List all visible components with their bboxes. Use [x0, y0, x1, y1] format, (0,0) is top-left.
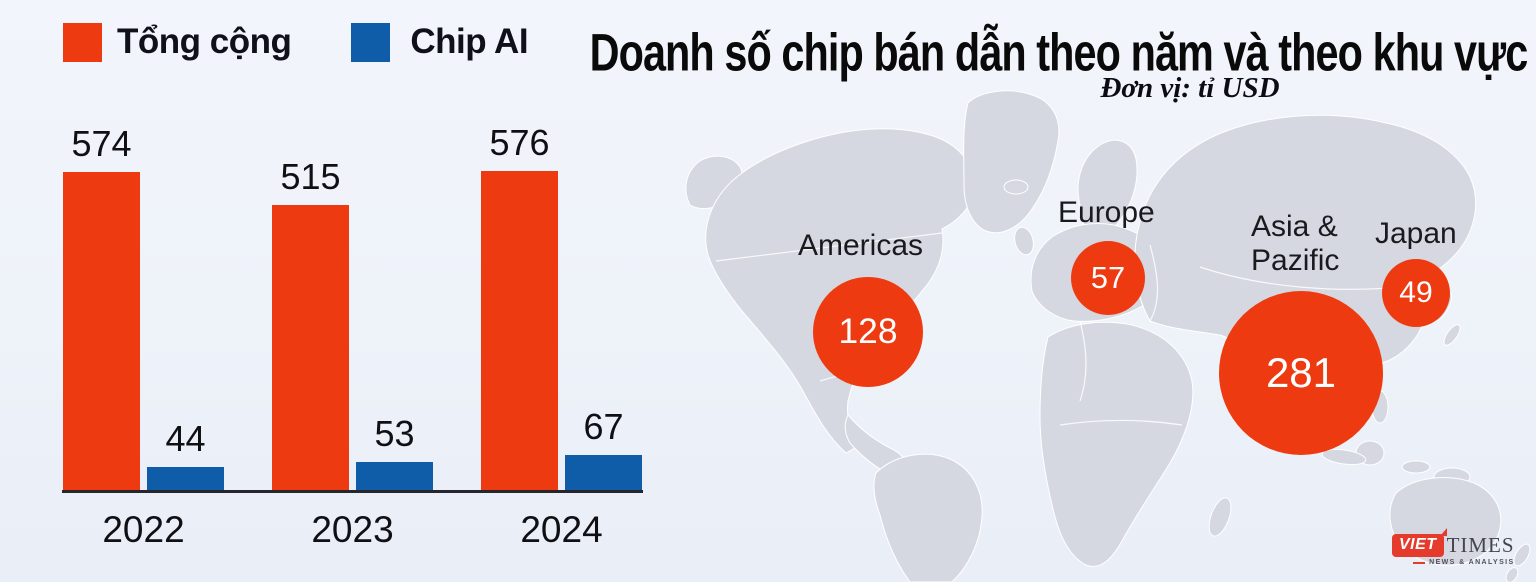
legend: Tổng cộng Chip AI — [63, 22, 529, 62]
chip-ai-value-2023: 53 — [374, 413, 415, 455]
chart-title: Doanh số chip bán dẫn theo năm và theo k… — [589, 22, 1529, 83]
region-label-japan: Japan — [1375, 217, 1457, 250]
region-label-americas: Americas — [798, 229, 924, 262]
total-value-2022: 574 — [71, 123, 132, 164]
logo-viet-badge: VIET — [1392, 528, 1447, 557]
bubble-europe: 57 — [1071, 241, 1145, 315]
chip-ai-value-2022: 44 — [165, 418, 206, 460]
year-label-2022: 2022 — [102, 509, 185, 550]
total-bar-2022 — [63, 172, 140, 492]
legend-swatch-total — [63, 22, 102, 62]
legend-label-total: Tổng cộng — [117, 22, 292, 61]
bar-group-2022: 574 44 — [63, 126, 224, 492]
world-map-svg — [685, 90, 1531, 582]
bar-group-2024: 576 67 — [481, 124, 642, 492]
bubble-americas: 128 — [812, 276, 924, 388]
bar-group-2023: 515 53 — [272, 132, 433, 492]
total-bar-2023 — [272, 204, 349, 492]
chip-ai-bar-2022 — [147, 467, 224, 492]
unit-note: Đơn vị: tỉ USD — [1100, 72, 1280, 104]
year-label-2024: 2024 — [520, 509, 603, 550]
bubble-asia-pazific: 281 — [1218, 290, 1384, 456]
x-axis-line — [62, 490, 643, 493]
region-label-asia-pazific: Asia & Pazific — [1251, 210, 1340, 277]
total-bar-2024 — [481, 170, 558, 492]
world-map — [680, 85, 1536, 582]
chip-ai-value-2024: 67 — [583, 405, 624, 447]
total-value-2024: 576 — [489, 121, 550, 163]
viettimes-logo: VIET TIMES NEWS & ANALYSIS — [1392, 528, 1515, 566]
chip-ai-bar-2024 — [565, 454, 642, 492]
logo-tagline: NEWS & ANALYSIS — [1392, 559, 1515, 566]
chip-ai-bar-2023 — [356, 462, 433, 492]
logo-times-text: TIMES — [1446, 533, 1515, 557]
bubble-japan: 49 — [1381, 258, 1451, 328]
region-label-europe: Europe — [1058, 196, 1155, 229]
legend-swatch-chip-ai — [351, 22, 391, 62]
total-value-2023: 515 — [280, 155, 341, 197]
legend-label-chip-ai: Chip AI — [410, 22, 529, 61]
year-label-2023: 2023 — [311, 509, 394, 550]
